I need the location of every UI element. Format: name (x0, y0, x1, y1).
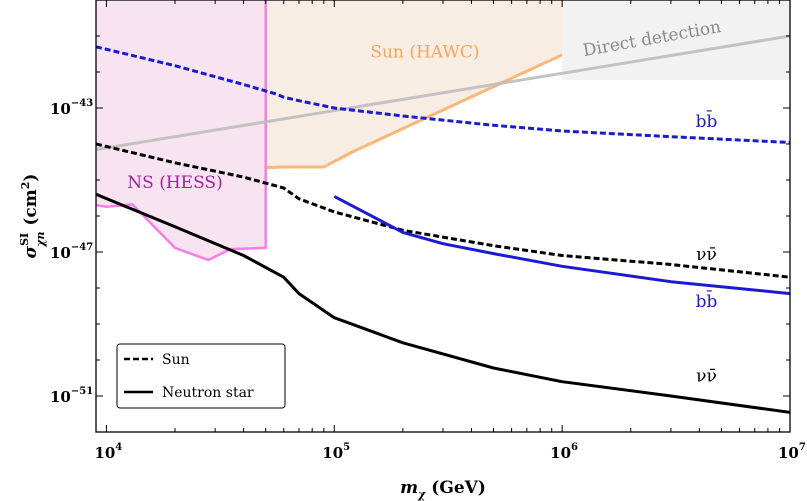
region-ns-hess-edge (96, 0, 267, 262)
shaded-regions (96, 0, 790, 262)
legend-label-sun: Sun (162, 352, 190, 368)
annotation-3: bb̄ (696, 109, 718, 132)
legend-box (116, 343, 286, 409)
series-neutron-star-nunu (96, 192, 790, 414)
annotation-4: νν̄ (696, 245, 717, 265)
region-ns-hess-fill (96, 0, 266, 260)
annotation-2: NS (HESS) (127, 173, 222, 193)
series-sun-nunu (96, 142, 790, 279)
x-tick-label: 107 (778, 442, 806, 462)
series-direct-detection-line (96, 34, 790, 152)
annotation-6: νν̄ (696, 367, 717, 387)
axis-ticks: 104 105 106 107 10−43 10−47 10−51 (50, 0, 806, 462)
x-tick-label: 106 (550, 442, 578, 462)
y-axis-title: σSI χn (cm2) (18, 174, 47, 259)
annotation-0: Sun (HAWC) (370, 43, 479, 63)
x-tick-label: 104 (94, 442, 122, 462)
legend: Sun Neutron star (116, 343, 286, 409)
x-axis-title: mχ (GeV) (400, 478, 486, 501)
series-neutron-star-bb (333, 195, 790, 296)
series-sun-bb (96, 45, 790, 144)
x-tick-label: 105 (322, 442, 350, 462)
legend-label-neutron-star: Neutron star (162, 385, 254, 401)
y-tick-label: 10−43 (50, 98, 93, 118)
data-series (96, 34, 790, 414)
y-tick-label: 10−51 (50, 386, 93, 406)
annotation-5: bb̄ (696, 289, 718, 312)
y-tick-label: 10−47 (50, 242, 93, 262)
